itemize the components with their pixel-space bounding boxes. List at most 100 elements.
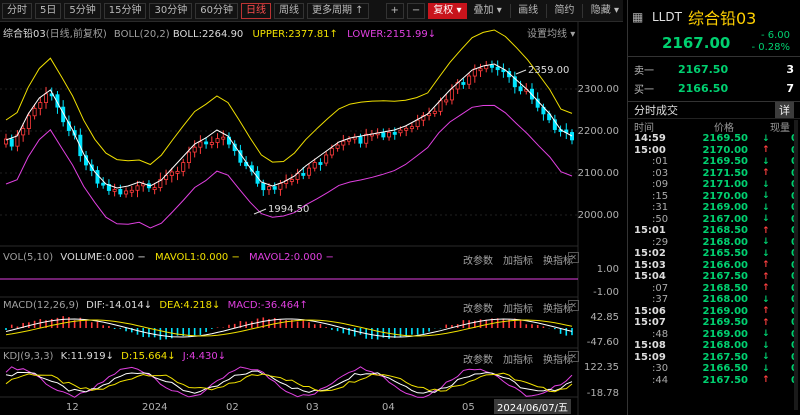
arrow-down-icon: ↓ xyxy=(762,214,770,225)
trade-time: :37 xyxy=(652,294,669,306)
candle-body xyxy=(512,76,517,88)
more-periods-button[interactable]: 更多周期 ↑ xyxy=(306,2,369,19)
candle-body xyxy=(398,129,403,134)
candle-body xyxy=(461,82,466,85)
arrow-up-icon: ↑ xyxy=(762,283,770,294)
price-row: 2167.00 - 6.00 - 0.28% xyxy=(628,30,800,56)
simple-mode-button[interactable]: 简约 xyxy=(554,4,575,16)
scrollbar[interactable] xyxy=(794,120,798,410)
candle-body xyxy=(124,190,129,195)
candle-body xyxy=(415,119,420,128)
hide-button[interactable]: 隐藏 ▾ xyxy=(587,3,623,19)
close-icon[interactable]: ✕ xyxy=(568,252,579,263)
close-icon[interactable]: ✕ xyxy=(568,351,579,362)
trade-time: :48 xyxy=(652,328,669,340)
calendar-icon[interactable]: ▦ xyxy=(632,10,644,24)
ask-price: 2167.50 xyxy=(678,63,729,76)
y-tick: 122.35 xyxy=(584,362,619,373)
bid-row: 买一 2166.50 7 xyxy=(634,79,794,98)
period-daily[interactable]: 日线 xyxy=(240,2,271,19)
trades-list[interactable]: 14:592169.50↓015:002170.00↑0:012169.50↓0… xyxy=(628,133,800,386)
candle-body xyxy=(495,66,500,71)
period-15min[interactable]: 15分钟 xyxy=(103,2,147,19)
arrow-up-icon: ↑ xyxy=(762,306,770,317)
kdj-params[interactable]: KDJ(9,3,3) xyxy=(3,351,54,362)
ask-row: 卖一 2167.50 3 xyxy=(634,60,794,79)
boll-upper-line xyxy=(5,29,573,166)
period-intraday[interactable]: 分时 xyxy=(2,2,32,19)
candle-body xyxy=(21,128,26,136)
candle-body xyxy=(552,119,557,130)
candle-body xyxy=(55,94,60,108)
trade-time: 15:04 xyxy=(634,271,666,283)
dea-line xyxy=(5,319,573,337)
arrow-down-icon: ↓ xyxy=(762,329,770,340)
arrow-down-icon: ↓ xyxy=(762,191,770,202)
vol-panel-header: VOL(5,10) VOLUME:0.000 − MAVOL1:0.000 − … xyxy=(3,252,334,263)
candle-body xyxy=(209,142,214,145)
d-line xyxy=(5,372,573,393)
boll-lower-line xyxy=(5,104,573,229)
trade-price: 2168.50 xyxy=(702,225,748,237)
d-value: D:15.664 xyxy=(121,351,168,362)
add-indicator-button[interactable]: 加指标 xyxy=(503,355,533,366)
zoom-out-button[interactable]: − xyxy=(406,2,426,19)
macd-params[interactable]: MACD(12,26,9) xyxy=(3,300,79,311)
change-params-button[interactable]: 改参数 xyxy=(463,355,493,366)
period-toolbar: 分时 5日 5分钟 15分钟 30分钟 60分钟 日线 周线 更多周期 ↑ + … xyxy=(0,0,623,22)
candle-body xyxy=(449,88,454,101)
period-30min[interactable]: 30分钟 xyxy=(149,2,193,19)
period-60min[interactable]: 60分钟 xyxy=(195,2,238,19)
trade-time: 15:01 xyxy=(634,225,666,237)
candle-body xyxy=(335,144,340,149)
candle-body xyxy=(478,68,483,72)
candle-body xyxy=(278,183,283,190)
candle-body xyxy=(129,189,134,193)
trade-price: 2167.50 xyxy=(702,351,748,363)
chart-area[interactable]: 2359.00 1994.50 综合铅03(日线,前复权) BOLL(20,2) … xyxy=(0,22,623,415)
period-weekly[interactable]: 周线 xyxy=(273,2,304,19)
candle-body xyxy=(364,133,369,144)
trade-time: :31 xyxy=(652,202,669,214)
candle-body xyxy=(347,138,352,142)
detail-button[interactable]: 详 xyxy=(775,102,794,118)
y-tick: 42.85 xyxy=(590,312,619,323)
low-price-label: 1994.50 xyxy=(268,204,309,215)
switch-indicator-button[interactable]: 换指标 xyxy=(543,256,573,267)
period-5min[interactable]: 5分钟 xyxy=(64,2,101,19)
arrow-up-icon: ↑ xyxy=(762,225,770,236)
fuquan-button[interactable]: 复权 ▾ xyxy=(428,2,467,19)
add-indicator-button[interactable]: 加指标 xyxy=(503,256,533,267)
trade-price: 2169.00 xyxy=(702,328,748,340)
candle-body xyxy=(467,75,472,85)
change-params-button[interactable]: 改参数 xyxy=(463,256,493,267)
arrow-down-icon: ↓ xyxy=(762,133,770,144)
boll-params[interactable]: BOLL(20,2) xyxy=(113,29,170,40)
switch-indicator-button[interactable]: 换指标 xyxy=(543,304,573,315)
zoom-in-button[interactable]: + xyxy=(385,2,404,19)
candle-body xyxy=(358,136,363,144)
arrow-down-icon: ↓ xyxy=(427,29,437,40)
candle-body xyxy=(152,187,157,190)
set-ma-button[interactable]: 设置均线 ▾ xyxy=(527,25,575,40)
trade-time: 15:09 xyxy=(634,351,666,363)
period-5day[interactable]: 5日 xyxy=(35,2,62,19)
draw-line-button[interactable]: 画线 xyxy=(518,4,539,16)
vol-params[interactable]: VOL(5,10) xyxy=(3,252,54,263)
candle-body xyxy=(112,188,117,192)
change-params-button[interactable]: 改参数 xyxy=(463,304,493,315)
add-indicator-button[interactable]: 加指标 xyxy=(503,304,533,315)
y-tick: 2300.00 xyxy=(577,84,619,95)
overlay-button[interactable]: 叠加 ▾ xyxy=(470,3,506,19)
candle-body xyxy=(409,126,414,130)
kline-chart[interactable]: 2359.00 1994.50 xyxy=(0,22,623,415)
trade-time: :09 xyxy=(652,179,669,191)
close-icon[interactable]: ✕ xyxy=(568,300,579,311)
trade-time: 15:08 xyxy=(634,340,666,352)
switch-indicator-button[interactable]: 换指标 xyxy=(543,355,573,366)
dea-value: DEA:4.218 xyxy=(159,300,212,311)
candle-body xyxy=(198,141,203,148)
